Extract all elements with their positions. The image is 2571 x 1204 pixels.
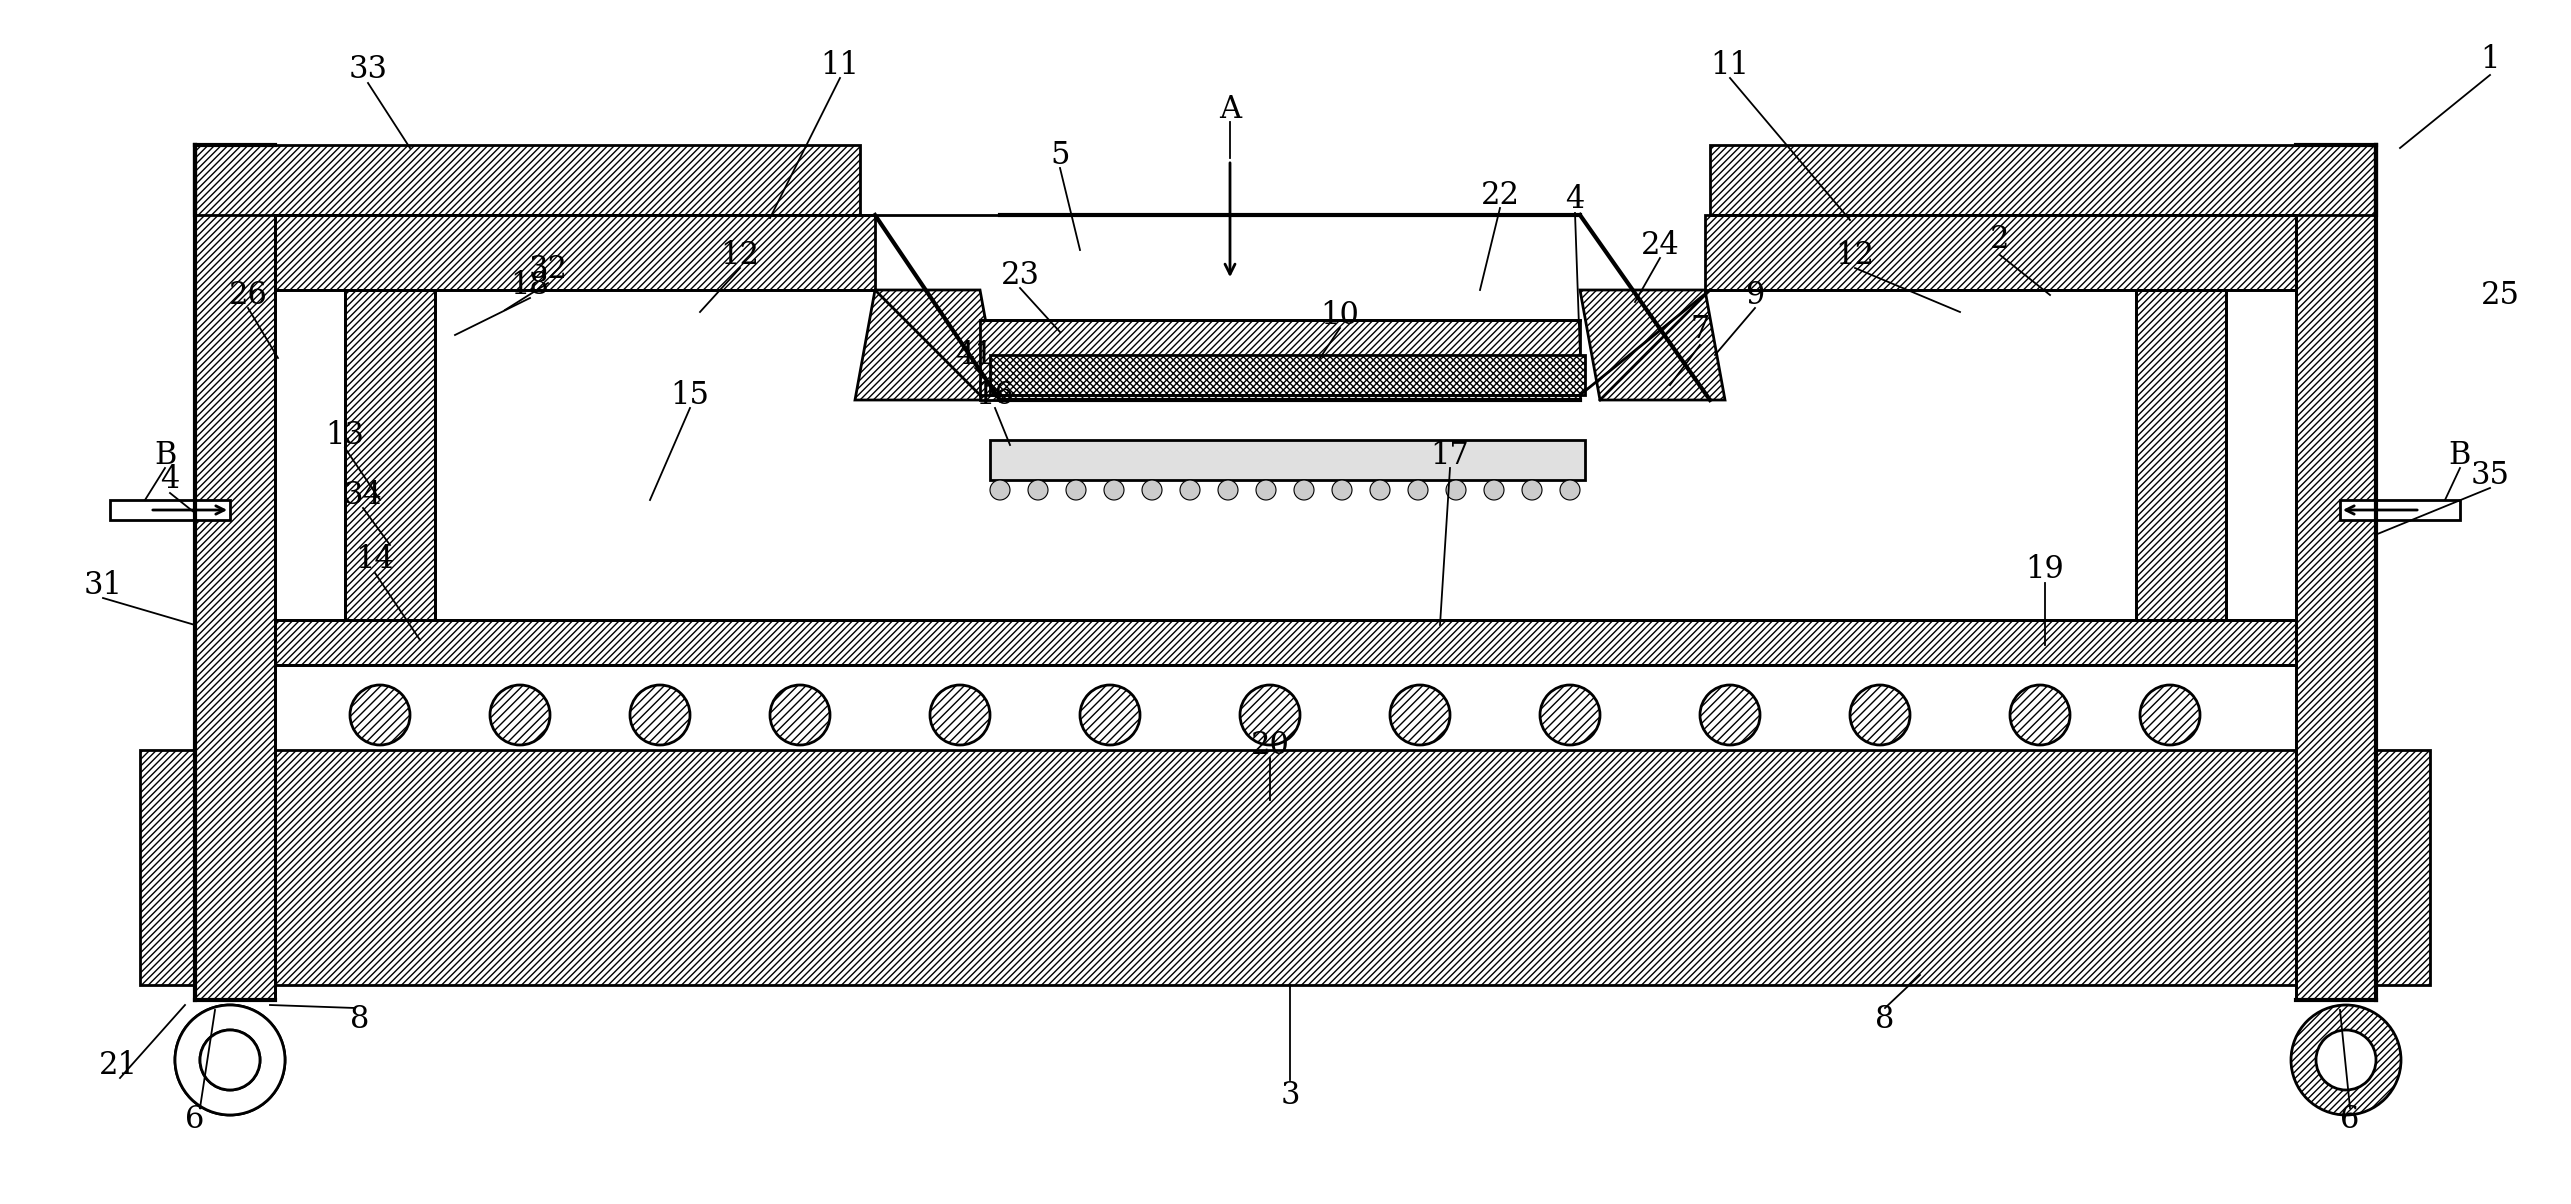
- Circle shape: [175, 1005, 285, 1115]
- Circle shape: [1522, 480, 1543, 500]
- Circle shape: [1293, 480, 1314, 500]
- Text: 14: 14: [355, 544, 393, 576]
- Text: 19: 19: [2026, 555, 2065, 585]
- Circle shape: [1080, 685, 1139, 745]
- Text: 22: 22: [1481, 179, 1519, 211]
- Text: 11: 11: [1710, 49, 1748, 81]
- Text: 11: 11: [820, 49, 859, 81]
- Circle shape: [175, 1005, 285, 1115]
- Bar: [1705, 216, 2296, 290]
- Circle shape: [2316, 1029, 2376, 1090]
- Text: 15: 15: [671, 379, 710, 411]
- Text: 24: 24: [1640, 230, 1679, 260]
- Bar: [2340, 500, 2460, 520]
- Text: 21: 21: [98, 1050, 136, 1080]
- Bar: [1710, 144, 2376, 216]
- Circle shape: [491, 685, 550, 745]
- Circle shape: [769, 685, 830, 745]
- Text: 4: 4: [159, 465, 180, 496]
- Bar: [195, 144, 275, 1001]
- Text: 8: 8: [350, 1004, 370, 1035]
- Bar: [111, 500, 229, 520]
- Circle shape: [2291, 1005, 2401, 1115]
- Bar: [980, 320, 1581, 400]
- Text: 6: 6: [185, 1104, 206, 1135]
- Circle shape: [990, 480, 1010, 500]
- Text: 8: 8: [1874, 1004, 1895, 1035]
- Circle shape: [1067, 480, 1085, 500]
- Circle shape: [201, 1029, 260, 1090]
- Text: 5: 5: [1049, 140, 1070, 171]
- Text: B: B: [2448, 439, 2471, 471]
- Circle shape: [1540, 685, 1599, 745]
- Text: 32: 32: [530, 254, 568, 285]
- Circle shape: [350, 685, 409, 745]
- Text: 34: 34: [345, 479, 383, 510]
- Bar: [2137, 290, 2226, 620]
- Circle shape: [1445, 480, 1465, 500]
- Text: 7: 7: [1689, 314, 1710, 346]
- Text: 35: 35: [2471, 460, 2509, 490]
- Circle shape: [1180, 480, 1201, 500]
- Bar: [275, 216, 874, 290]
- Text: 10: 10: [1321, 300, 1360, 331]
- Text: B: B: [154, 439, 177, 471]
- Circle shape: [931, 685, 990, 745]
- Circle shape: [1561, 480, 1581, 500]
- Text: A: A: [1219, 94, 1242, 125]
- Text: 25: 25: [2481, 279, 2520, 311]
- Circle shape: [1103, 480, 1124, 500]
- Circle shape: [1257, 480, 1275, 500]
- Text: 31: 31: [82, 569, 123, 601]
- Circle shape: [1483, 480, 1504, 500]
- Text: 12: 12: [1836, 240, 1874, 271]
- Text: 17: 17: [1429, 439, 1471, 471]
- Circle shape: [1142, 480, 1162, 500]
- Text: 18: 18: [512, 270, 550, 301]
- Text: 41: 41: [956, 340, 995, 371]
- Text: 3: 3: [1280, 1080, 1301, 1110]
- Circle shape: [201, 1029, 260, 1090]
- Text: 6: 6: [2340, 1104, 2360, 1135]
- Text: 33: 33: [350, 54, 388, 85]
- Bar: [345, 290, 434, 620]
- Bar: [275, 620, 2296, 665]
- Bar: [195, 144, 861, 216]
- Text: 23: 23: [1000, 260, 1039, 290]
- Bar: [139, 750, 2430, 985]
- Text: 2: 2: [1990, 224, 2011, 255]
- Circle shape: [1239, 685, 1301, 745]
- Text: 20: 20: [1250, 730, 1291, 761]
- Circle shape: [1409, 480, 1427, 500]
- Circle shape: [1699, 685, 1761, 745]
- Text: 16: 16: [974, 379, 1016, 411]
- Circle shape: [1391, 685, 1450, 745]
- Text: 12: 12: [720, 240, 758, 271]
- Circle shape: [1219, 480, 1239, 500]
- Text: 9: 9: [1746, 279, 1764, 311]
- Circle shape: [1851, 685, 1910, 745]
- Text: 13: 13: [327, 419, 365, 450]
- Text: 26: 26: [229, 279, 267, 311]
- Circle shape: [630, 685, 689, 745]
- Bar: [990, 355, 1584, 395]
- Circle shape: [1370, 480, 1391, 500]
- Text: 1: 1: [2481, 45, 2499, 76]
- Bar: [990, 439, 1584, 480]
- Text: 4: 4: [1566, 184, 1584, 216]
- Circle shape: [2139, 685, 2201, 745]
- Circle shape: [2011, 685, 2070, 745]
- Polygon shape: [856, 290, 1000, 400]
- Bar: [2296, 144, 2376, 1001]
- Polygon shape: [1581, 290, 1725, 400]
- Circle shape: [1028, 480, 1049, 500]
- Circle shape: [1332, 480, 1352, 500]
